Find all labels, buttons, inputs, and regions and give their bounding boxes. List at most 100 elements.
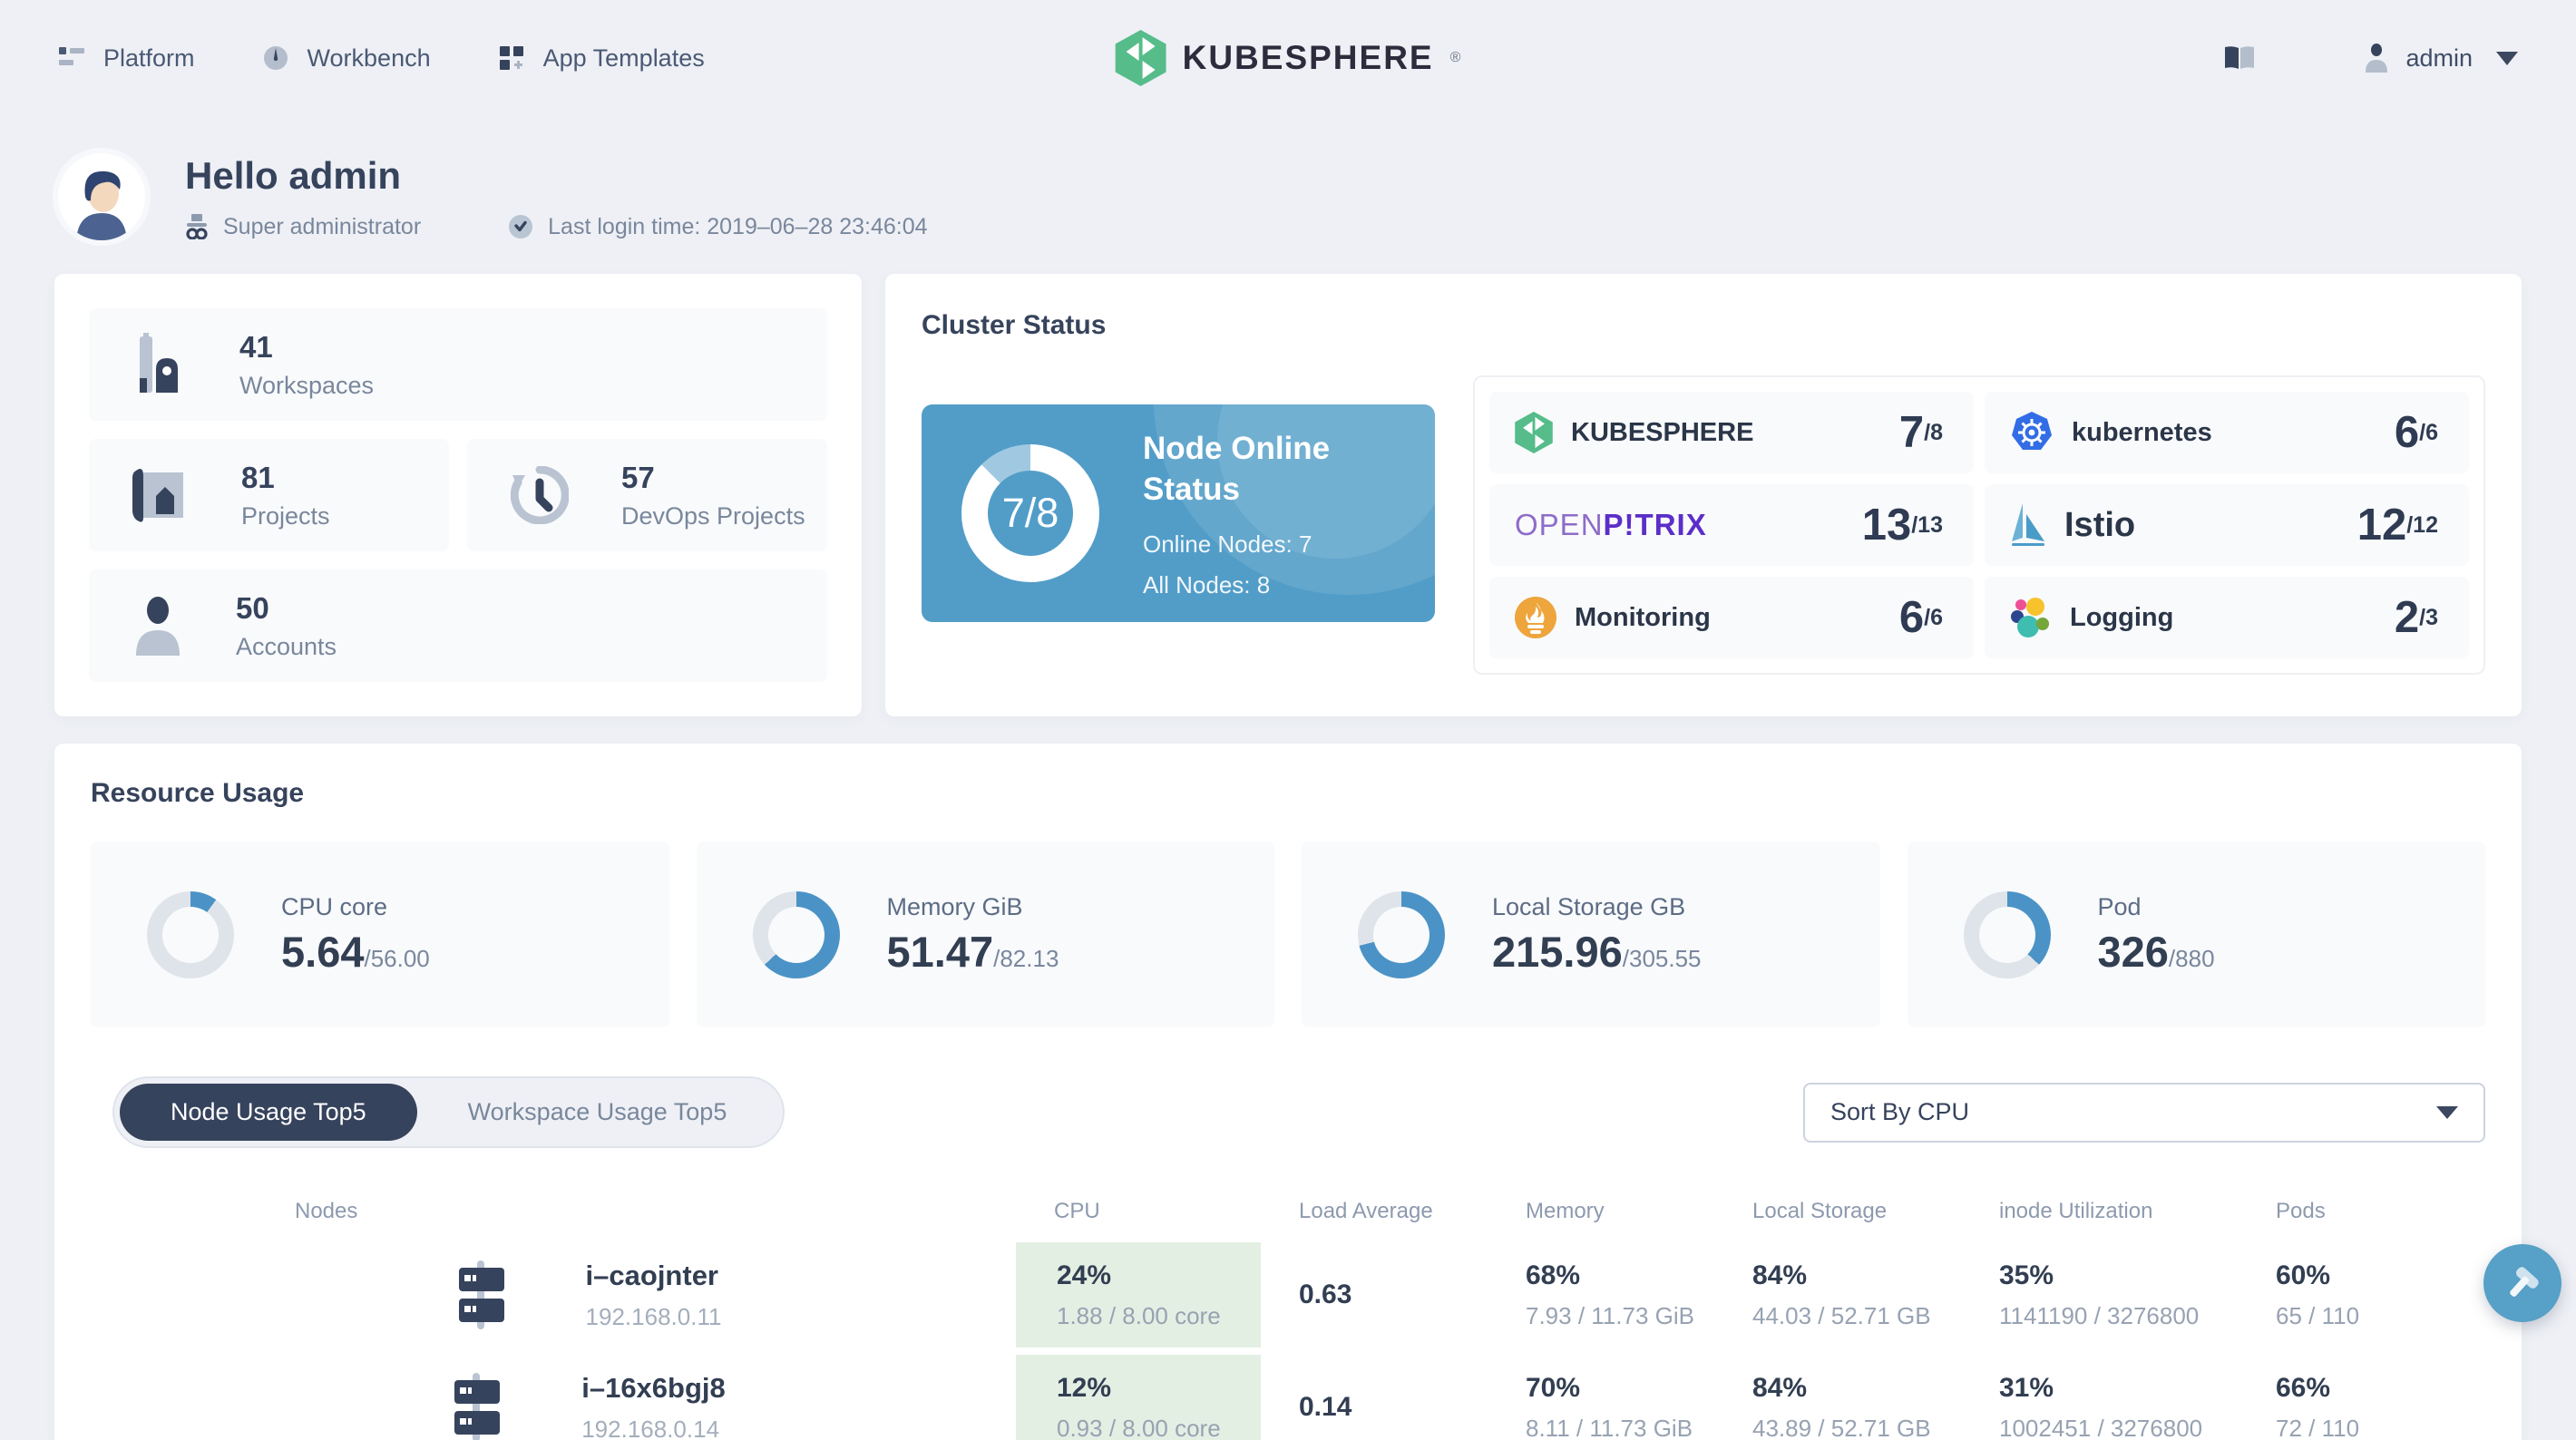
cpu-percent: 12% (1057, 1372, 1112, 1403)
sort-by-value: Sort By CPU (1830, 1098, 1970, 1125)
node-online-ratio: 7/8 (1001, 490, 1059, 536)
table-row[interactable]: i–16x6bgj8 192.168.0.14 12% 0.93 / 8.00 … (91, 1355, 2485, 1440)
node-name[interactable]: i–16x6bgj8 (581, 1371, 726, 1404)
storage-detail: 44.03 / 52.71 GB (1752, 1301, 1931, 1329)
pods-detail: 65 / 110 (2276, 1301, 2360, 1329)
dropdown-caret-icon (2436, 1105, 2458, 1119)
node-name[interactable]: i–caojnter (585, 1259, 718, 1291)
nav-item-workbench[interactable]: Workbench (262, 44, 431, 73)
monitoring-prometheus-icon (1515, 597, 1556, 638)
load-average-cell: 0.14 (1261, 1355, 1488, 1440)
stat-label: Accounts (236, 632, 337, 660)
avatar (58, 153, 145, 240)
storage-percent: 84% (1752, 1372, 1808, 1403)
tab-node-usage-top5[interactable]: Node Usage Top5 (120, 1084, 417, 1141)
component-count: 13 (1861, 500, 1912, 550)
storage-detail: 43.89 / 52.71 GB (1752, 1414, 1931, 1440)
inode-percent: 31% (1999, 1372, 2054, 1403)
gauge-label: Pod (2097, 892, 2142, 920)
cluster-status-title: Cluster Status (922, 310, 1107, 340)
kubesphere-logo-icon (1115, 30, 1166, 86)
stat-value: 57 (621, 460, 655, 494)
stat-value: 81 (241, 460, 275, 494)
kubesphere-icon (1515, 412, 1553, 453)
pods-percent: 60% (2276, 1260, 2331, 1290)
stat-accounts[interactable]: 50 Accounts (89, 569, 827, 682)
nav-item-label: Workbench (307, 44, 431, 72)
node-server-icon (449, 1373, 505, 1440)
clock-check-icon (508, 214, 533, 239)
nav-item-label: Platform (103, 44, 195, 72)
cpu-donut (147, 890, 234, 978)
resource-usage-card: Resource Usage CPU core 5.64/56.00 Memor… (54, 744, 2522, 1440)
istio-icon (2010, 503, 2046, 547)
component-kubesphere[interactable]: KUBESPHERE 7/8 (1489, 392, 1974, 473)
cpu-detail: 1.88 / 8.00 core (1057, 1301, 1221, 1329)
inode-cell: 31% 1002451 / 3276800 (1961, 1355, 2238, 1440)
memory-cell: 70% 8.11 / 11.73 GiB (1488, 1355, 1714, 1440)
stat-workspaces[interactable]: 41 Workspaces (89, 308, 827, 421)
component-total: /3 (2419, 604, 2438, 630)
logging-icon (2010, 597, 2052, 638)
gauge-cpu[interactable]: CPU core 5.64/56.00 (91, 842, 669, 1027)
local-storage-donut (1358, 890, 1445, 978)
gauge-local-storage[interactable]: Local Storage GB 215.96/305.55 (1302, 842, 1880, 1027)
column-header: Nodes (295, 1199, 358, 1223)
online-nodes-count: Online Nodes: 7 (1143, 530, 1312, 558)
nav-item-app-templates[interactable]: App Templates (498, 44, 705, 73)
component-name: Logging (2070, 602, 2174, 632)
storage-percent: 84% (1752, 1260, 1808, 1290)
node-online-title: Node Online Status (1143, 430, 1331, 508)
memory-detail: 8.11 / 11.73 GiB (1526, 1414, 1693, 1440)
inode-detail: 1002451 / 3276800 (1999, 1414, 2203, 1440)
component-total: /8 (1924, 419, 1943, 445)
memory-detail: 7.93 / 11.73 GiB (1526, 1301, 1694, 1329)
stat-label: Workspaces (239, 371, 375, 399)
load-average-cell: 0.63 (1261, 1242, 1488, 1348)
user-menu[interactable]: admin (2364, 44, 2518, 73)
gauge-pod[interactable]: Pod 326/880 (1907, 842, 2485, 1027)
tab-workspace-usage-top5[interactable]: Workspace Usage Top5 (467, 1098, 727, 1125)
stat-projects[interactable]: 81 Projects (89, 439, 449, 551)
nav-item-platform[interactable]: Platform (58, 44, 195, 73)
logo-text: KUBESPHERE (1182, 39, 1434, 76)
openpitrix-logo: OPENP!TRIX (1515, 508, 1707, 541)
table-header: Nodes CPU Load Average Memory Local Stor… (91, 1188, 2485, 1235)
inode-detail: 1141190 / 3276800 (1999, 1301, 2200, 1329)
sort-by-dropdown[interactable]: Sort By CPU (1803, 1082, 2485, 1143)
inode-cell: 35% 1141190 / 3276800 (1961, 1242, 2238, 1348)
user-icon (2364, 44, 2389, 73)
stat-devops-projects[interactable]: 57 DevOps Projects (467, 439, 827, 551)
kubernetes-icon (2010, 411, 2054, 454)
cpu-cell: 24% 1.88 / 8.00 core (1016, 1242, 1261, 1348)
gauge-memory[interactable]: Memory GiB 51.47/82.13 (696, 842, 1274, 1027)
node-server-icon (454, 1260, 510, 1329)
greeting-title: Hello admin (185, 153, 402, 197)
gauge-used: 215.96 (1492, 927, 1623, 976)
component-name: Monitoring (1575, 602, 1711, 632)
component-logging[interactable]: Logging 2/3 (1985, 577, 2469, 658)
user-role: Super administrator (185, 214, 421, 240)
component-total: /6 (2419, 419, 2438, 445)
component-total: /6 (1924, 604, 1943, 630)
workbench-icon (262, 44, 289, 72)
node-ip: 192.168.0.11 (585, 1302, 722, 1330)
docs-book-icon[interactable] (2224, 45, 2255, 71)
stat-value: 50 (236, 590, 269, 625)
column-header: CPU (1054, 1199, 1100, 1223)
component-monitoring[interactable]: Monitoring 6/6 (1489, 577, 1974, 658)
table-row[interactable]: i–caojnter 192.168.0.11 24% 1.88 / 8.00 … (91, 1242, 2485, 1348)
local-storage-cell: 84% 43.89 / 52.71 GB (1714, 1355, 1961, 1440)
user-name: admin (2405, 44, 2473, 72)
devops-projects-icon (511, 466, 569, 524)
app-templates-icon (498, 44, 525, 72)
kubesphere-logo[interactable]: KUBESPHERE ® (1115, 30, 1460, 86)
toolbox-fab-button[interactable] (2483, 1244, 2561, 1322)
component-istio[interactable]: Istio 12/12 (1985, 484, 2469, 566)
accounts-icon (132, 596, 183, 656)
column-header: inode Utilization (1999, 1199, 2153, 1223)
node-online-status-card[interactable]: 7/8 Node Online Status Online Nodes: 7 A… (922, 404, 1435, 622)
component-openpitrix[interactable]: OPENP!TRIX 13/13 (1489, 484, 1974, 566)
pods-cell: 66% 72 / 110 (2238, 1355, 2485, 1440)
component-kubernetes[interactable]: kubernetes 6/6 (1985, 392, 2469, 473)
